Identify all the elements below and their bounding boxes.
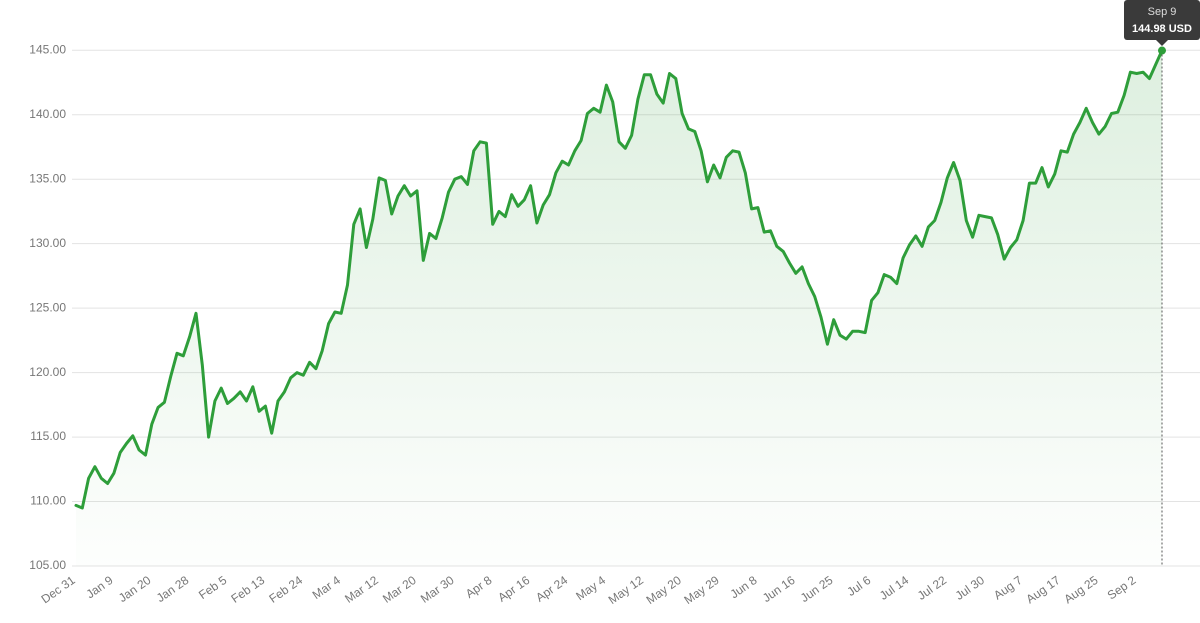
x-tick-label: Aug 7 xyxy=(991,573,1025,603)
y-tick-label: 120.00 xyxy=(29,365,66,379)
x-tick-label: Apr 24 xyxy=(533,573,570,605)
y-tick-label: 145.00 xyxy=(29,42,66,56)
x-tick-label: Feb 5 xyxy=(196,573,229,602)
x-tick-label: Feb 24 xyxy=(266,573,305,606)
plot-area xyxy=(74,49,1164,566)
y-tick-label: 140.00 xyxy=(29,107,66,121)
area xyxy=(76,50,1162,566)
x-tick-label: Jun 16 xyxy=(760,573,798,605)
x-tick-label: Jul 6 xyxy=(844,573,873,599)
x-tick-label: Mar 4 xyxy=(310,573,343,602)
x-tick-label: May 4 xyxy=(573,573,608,603)
point-marker xyxy=(1158,46,1166,55)
tooltip: Sep 9 144.98 USD xyxy=(1124,0,1200,566)
y-tick-label: 130.00 xyxy=(29,236,66,250)
tooltip-box xyxy=(1124,0,1200,40)
x-tick-label: Jan 9 xyxy=(84,573,116,601)
y-tick-label: 125.00 xyxy=(29,300,66,314)
x-tick-label: Sep 2 xyxy=(1105,573,1139,603)
x-tick-label: Mar 30 xyxy=(418,573,457,606)
x-tick-label: Feb 13 xyxy=(229,573,268,606)
y-tick-label: 105.00 xyxy=(29,558,66,572)
tooltip-value: 144.98 USD xyxy=(1132,23,1192,35)
tooltip-pointer xyxy=(1156,40,1168,46)
x-tick-label: Apr 16 xyxy=(495,573,532,605)
x-tick-label: Jul 30 xyxy=(953,573,988,603)
x-tick-label: May 29 xyxy=(681,573,722,607)
x-tick-label: Jan 28 xyxy=(154,573,192,605)
x-tick-label: Jul 22 xyxy=(915,573,950,603)
x-tick-label: May 12 xyxy=(606,573,647,607)
x-tick-label: Mar 20 xyxy=(380,573,419,606)
x-tick-label: Apr 8 xyxy=(463,573,495,601)
x-tick-label: Aug 25 xyxy=(1061,573,1100,606)
x-tick-label: May 20 xyxy=(644,573,685,607)
x-tick-label: Aug 17 xyxy=(1024,573,1063,606)
y-tick-label: 115.00 xyxy=(30,429,66,443)
x-tick-label: Jul 14 xyxy=(877,573,912,603)
y-tick-label: 135.00 xyxy=(29,171,66,185)
x-tick-label: Jan 20 xyxy=(116,573,154,605)
x-tick-label: Dec 31 xyxy=(39,573,78,606)
x-axis: Dec 31 Jan 9 Jan 20 Jan 28 Feb 5 Feb 13 Feb 24… xyxy=(39,573,1139,607)
tooltip-date: Sep 9 xyxy=(1148,6,1177,18)
x-tick-label: Jun 25 xyxy=(798,573,836,605)
y-tick-label: 110.00 xyxy=(30,494,66,508)
x-tick-label: Mar 12 xyxy=(342,573,381,606)
x-tick-label: Jun 8 xyxy=(728,573,760,601)
price-line xyxy=(74,49,1164,510)
